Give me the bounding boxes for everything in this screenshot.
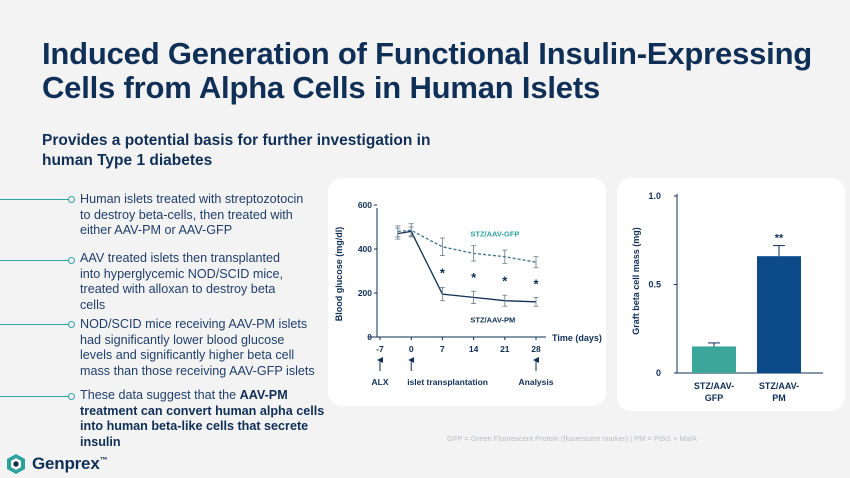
y-tick-label: 600 [358, 200, 372, 210]
annotation-label: islet transplantation [407, 377, 488, 387]
bullet-item-1: Human islets treated with streptozotocin… [80, 192, 325, 239]
bullet-bold-text: insulin [80, 434, 121, 449]
bullet-line: either AAV-PM or AAV-GFP [80, 223, 233, 237]
bullet-bold-text: into human beta-like cells that secrete [80, 419, 309, 433]
x-tick-label: 21 [500, 344, 510, 354]
bullet-line: mass than those receiving AAV-GFP islets [80, 363, 315, 378]
subtitle-line-2: human Type 1 diabetes [42, 152, 213, 169]
bullet-line: into human beta-like cells that secrete [80, 419, 325, 435]
subtitle: Provides a potential basis for further i… [42, 131, 462, 171]
logo-text: Genprex™ [32, 454, 108, 474]
x-tick-label: 7 [440, 344, 445, 354]
bullet-connector-line [0, 260, 72, 261]
annotation-label: ALX [372, 377, 389, 387]
subtitle-line-1: Provides a potential basis for further i… [42, 132, 431, 149]
title-line-1: Induced Generation of Functional Insulin… [42, 36, 813, 71]
significance-marker: * [502, 273, 508, 288]
bullet-line: AAV treated islets then transplanted [80, 251, 280, 265]
significance-marker: * [471, 270, 477, 285]
series-label: STZ/AAV-GFP [470, 229, 519, 238]
bullet-dot-icon [68, 196, 75, 203]
significance-marker: * [440, 266, 446, 281]
bullet-dot-icon [68, 393, 75, 400]
y-tick-label: 400 [358, 244, 372, 254]
title-line-2: Cells from Alpha Cells in Human Islets [42, 70, 600, 105]
bullet-bold-text: treatment can convert human alpha cells [80, 403, 325, 418]
bullet-line: These data suggest that the AAV-PM [80, 388, 325, 404]
x-tick-label: 0 [409, 344, 414, 354]
y-tick-label: 0 [367, 332, 372, 342]
y-tick-label: 1.0 [648, 191, 661, 201]
bullet-line: to destroy beta-cells, then treated with [80, 207, 293, 222]
bullet-line: insulin [80, 435, 325, 451]
y-axis-label: Blood glucose (mg/dl) [334, 227, 344, 322]
bullet-connector-line [0, 396, 72, 397]
bullet-line: levels and significantly higher beta cel… [80, 348, 295, 362]
bar [757, 256, 801, 373]
bullet-line: treatment can convert human alpha cells [80, 404, 325, 420]
bullet-line: had significantly lower blood glucose [80, 332, 285, 347]
bullet-item-3: NOD/SCID mice receiving AAV-PM islets ha… [80, 317, 325, 379]
glucose-chart-card: Blood glucose (mg/dl) Time (days) 0 200 40… [328, 178, 606, 406]
x-category-label: STZ/AAV- [759, 381, 799, 391]
bullet-bold-text: AAV-PM [239, 388, 288, 402]
x-category-label: GFP [705, 393, 724, 403]
series-label: STZ/AAV-PM [470, 315, 515, 324]
bullet-item-2: AAV treated islets then transplanted int… [80, 251, 325, 313]
graft-beta-cell-mass-bar-chart: Graft beta cell mass (mg) 0 0.5 1.0 ** STZ… [631, 191, 823, 403]
x-tick-label: 14 [469, 344, 479, 354]
bullet-connector-line [0, 324, 72, 325]
bullet-line: cells [80, 297, 106, 312]
x-axis-label: Time (days) [552, 333, 602, 343]
logo-wordmark: Genprex [32, 454, 100, 473]
x-category-label: STZ/AAV- [694, 381, 734, 391]
bullet-text: These data suggest that the [80, 388, 240, 402]
series-line [397, 229, 537, 263]
significance-marker: * [533, 277, 539, 292]
series-line [397, 230, 537, 303]
bullet-line: into hyperglycemic NOD/SCID mice, [80, 266, 283, 281]
x-tick-label: 28 [531, 344, 541, 354]
y-tick-label: 200 [358, 288, 372, 298]
footnote: GFP = Green Fluorescent Protein (fluores… [447, 434, 698, 443]
bullet-dot-icon [68, 321, 75, 328]
bullet-connector-line [0, 199, 72, 200]
y-tick-label: 0 [656, 368, 661, 378]
trademark-symbol: ™ [99, 455, 108, 465]
y-tick-label: 0.5 [648, 280, 661, 290]
bullet-dot-icon [68, 257, 75, 264]
x-category-label: PM [772, 393, 786, 403]
company-logo: Genprex™ [5, 453, 108, 475]
x-tick-label: -7 [376, 344, 384, 354]
blood-glucose-line-chart: Blood glucose (mg/dl) Time (days) 0 200 40… [334, 200, 602, 387]
bullet-line: NOD/SCID mice receiving AAV-PM islets [80, 317, 308, 331]
page-title: Induced Generation of Functional Insulin… [42, 37, 842, 105]
bar [692, 346, 736, 373]
bullet-line: treated with alloxan to destroy beta [80, 282, 276, 296]
annotation-label: Analysis [519, 377, 554, 387]
beta-mass-chart-card: Graft beta cell mass (mg) 0 0.5 1.0 ** STZ… [617, 178, 845, 411]
y-axis-label: Graft beta cell mass (mg) [631, 227, 641, 335]
significance-marker: ** [775, 233, 784, 245]
genprex-logo-icon [7, 454, 25, 474]
bullet-item-4: These data suggest that the AAV-PM treat… [80, 388, 325, 450]
bullet-line: Human islets treated with streptozotocin [80, 192, 304, 206]
